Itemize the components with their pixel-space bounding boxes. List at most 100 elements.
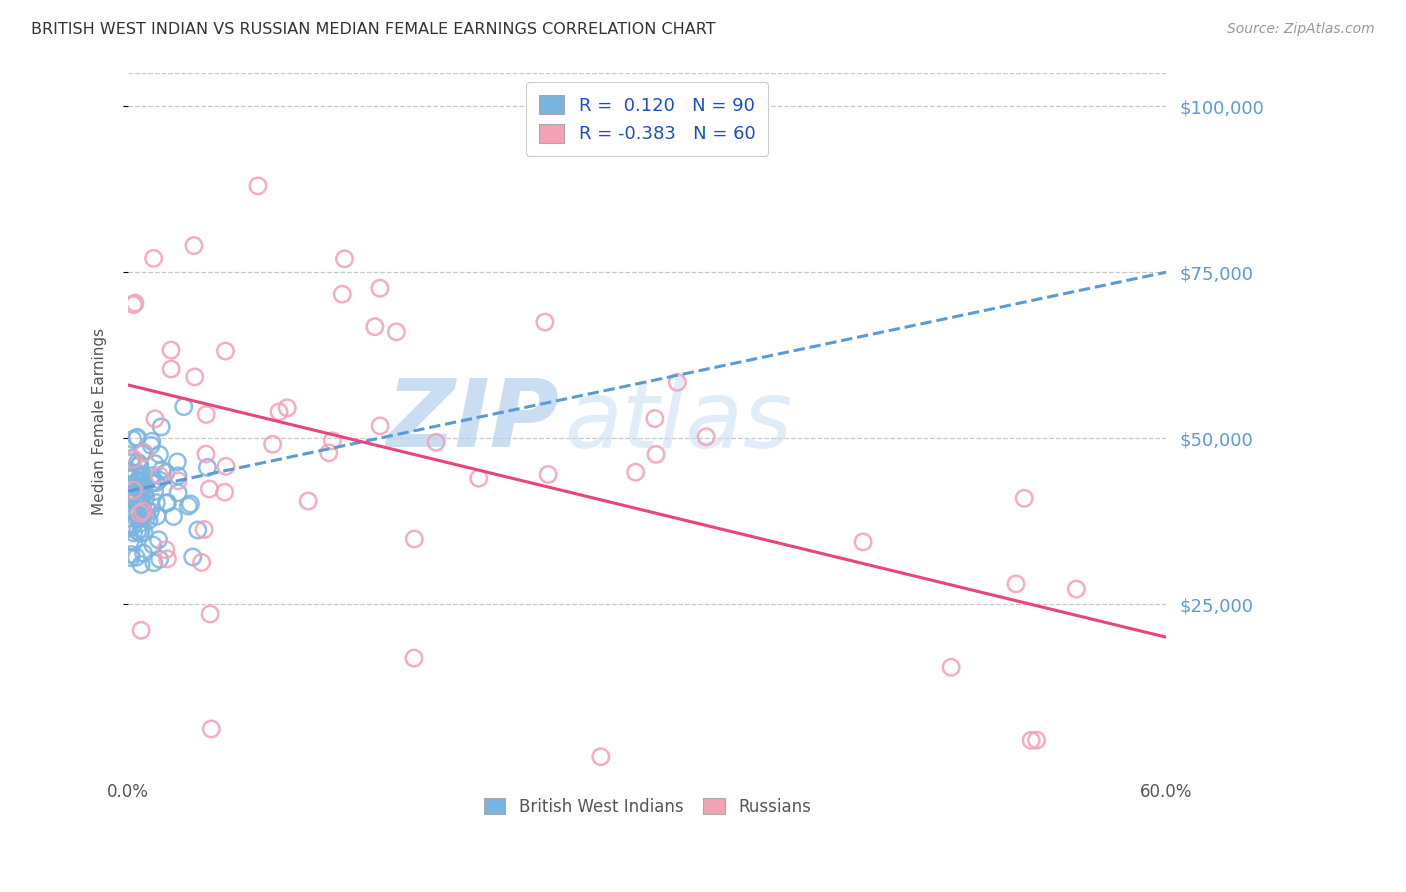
Point xyxy=(124,494,146,508)
Point xyxy=(118,464,141,478)
Point xyxy=(181,549,204,564)
Point xyxy=(145,475,167,490)
Point xyxy=(215,459,238,474)
Point xyxy=(145,496,167,510)
Point xyxy=(127,430,149,444)
Point xyxy=(167,474,190,488)
Point xyxy=(129,469,152,483)
Point xyxy=(183,238,205,252)
Point xyxy=(122,483,145,497)
Point xyxy=(142,252,165,266)
Point xyxy=(1025,733,1047,747)
Point xyxy=(134,478,156,492)
Point xyxy=(402,651,425,665)
Point xyxy=(184,370,207,384)
Point xyxy=(118,521,141,535)
Point xyxy=(122,519,145,533)
Point xyxy=(125,432,148,446)
Text: ZIP: ZIP xyxy=(387,376,560,467)
Point xyxy=(139,504,162,518)
Point xyxy=(124,467,146,481)
Point xyxy=(143,484,166,499)
Point xyxy=(132,505,155,519)
Point xyxy=(267,405,290,419)
Point xyxy=(142,538,165,552)
Point xyxy=(120,456,142,470)
Point xyxy=(198,607,221,621)
Point xyxy=(262,437,284,451)
Point xyxy=(135,491,157,505)
Point xyxy=(162,509,184,524)
Point xyxy=(129,526,152,541)
Point xyxy=(177,499,200,513)
Point xyxy=(118,516,141,531)
Point xyxy=(118,502,141,516)
Point xyxy=(368,418,391,433)
Point xyxy=(276,401,298,415)
Point xyxy=(141,434,163,449)
Point xyxy=(129,516,152,531)
Point xyxy=(129,469,152,483)
Point xyxy=(385,325,408,339)
Point xyxy=(118,488,141,502)
Point xyxy=(128,483,150,497)
Point xyxy=(193,523,215,537)
Point xyxy=(179,497,201,511)
Point xyxy=(132,546,155,560)
Point xyxy=(468,471,491,485)
Point xyxy=(122,298,145,312)
Point xyxy=(120,550,142,565)
Point xyxy=(166,455,188,469)
Point xyxy=(624,465,647,479)
Point xyxy=(128,512,150,526)
Point xyxy=(148,448,170,462)
Text: Source: ZipAtlas.com: Source: ZipAtlas.com xyxy=(1227,22,1375,37)
Point xyxy=(122,452,145,467)
Point xyxy=(939,660,962,674)
Point xyxy=(141,476,163,491)
Point xyxy=(194,447,217,461)
Point xyxy=(156,496,179,510)
Point xyxy=(425,435,447,450)
Point xyxy=(124,296,146,310)
Point xyxy=(150,420,173,434)
Point xyxy=(1012,491,1035,506)
Point xyxy=(1005,577,1028,591)
Point xyxy=(156,552,179,566)
Point xyxy=(127,524,149,538)
Point xyxy=(125,475,148,490)
Point xyxy=(129,624,152,638)
Point xyxy=(852,535,875,549)
Point xyxy=(160,362,183,376)
Point xyxy=(364,319,387,334)
Legend: British West Indians, Russians: British West Indians, Russians xyxy=(475,789,820,824)
Point xyxy=(148,473,170,487)
Point xyxy=(136,503,159,517)
Point xyxy=(246,178,269,193)
Text: BRITISH WEST INDIAN VS RUSSIAN MEDIAN FEMALE EARNINGS CORRELATION CHART: BRITISH WEST INDIAN VS RUSSIAN MEDIAN FE… xyxy=(31,22,716,37)
Point xyxy=(589,749,612,764)
Point xyxy=(368,281,391,295)
Point xyxy=(146,509,169,524)
Point xyxy=(132,475,155,489)
Point xyxy=(132,489,155,503)
Point xyxy=(128,458,150,472)
Point xyxy=(129,558,152,572)
Point xyxy=(131,445,153,459)
Point xyxy=(537,467,560,482)
Point xyxy=(131,500,153,514)
Point xyxy=(200,722,222,736)
Point xyxy=(534,315,557,329)
Point xyxy=(125,550,148,565)
Point xyxy=(131,508,153,523)
Point xyxy=(129,487,152,501)
Point xyxy=(127,455,149,469)
Point xyxy=(127,504,149,518)
Point xyxy=(125,487,148,501)
Point xyxy=(149,552,172,566)
Point xyxy=(127,474,149,488)
Point xyxy=(124,509,146,524)
Point xyxy=(1019,733,1042,747)
Point xyxy=(167,468,190,483)
Point xyxy=(197,460,219,475)
